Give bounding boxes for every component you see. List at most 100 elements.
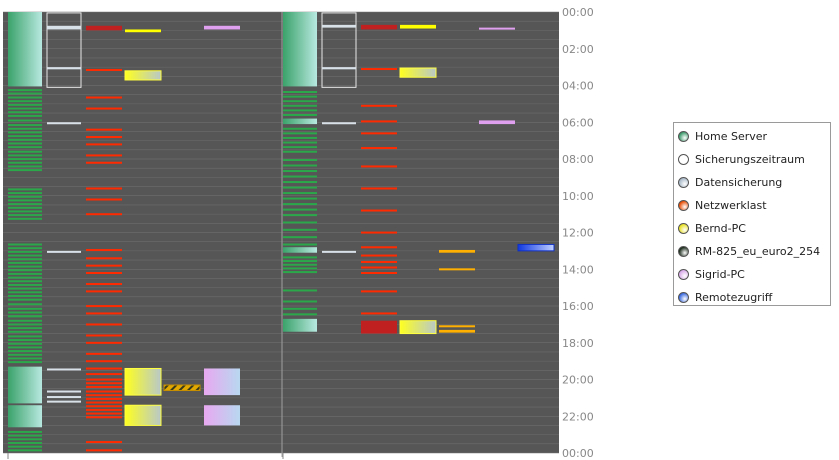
home-bar <box>283 263 317 266</box>
net-bar <box>86 154 122 157</box>
net-bar <box>86 416 122 419</box>
net-bar <box>361 254 397 257</box>
home-bar <box>8 283 42 286</box>
net-bar <box>86 272 122 275</box>
net-bar <box>86 25 122 31</box>
net-bar <box>361 320 397 334</box>
home-bar <box>8 254 42 257</box>
home-bar <box>8 405 42 428</box>
home-bar <box>8 319 42 322</box>
backup-bar <box>47 390 81 393</box>
sigrid-bar <box>204 405 240 426</box>
net-bar <box>86 161 122 164</box>
legend-item: RM-825_eu_euro2_254 <box>678 240 830 263</box>
net-bar <box>361 290 397 293</box>
home-bar <box>8 272 42 275</box>
home-bar <box>283 271 317 274</box>
net-bar <box>86 257 122 260</box>
rm-bar <box>439 249 475 253</box>
net-bar <box>86 128 122 131</box>
net-bar <box>361 260 397 263</box>
home-bar <box>283 236 317 239</box>
home-bar <box>8 192 42 195</box>
home-bar <box>283 95 317 98</box>
home-bar <box>283 141 317 144</box>
legend-label: Remotezugriff <box>695 291 773 304</box>
home-bar <box>283 113 317 116</box>
bernd-bar <box>400 24 436 29</box>
net-bar <box>86 283 122 286</box>
home-bar <box>8 111 42 114</box>
y-tick-label: 02:00 <box>562 43 594 56</box>
home-bar <box>283 203 317 206</box>
y-tick-label: 20:00 <box>562 374 594 387</box>
legend-item: Datensicherung <box>678 171 830 194</box>
home-bar <box>283 307 317 310</box>
home-bar <box>8 445 42 448</box>
home-bar <box>283 256 317 259</box>
home-bar <box>283 127 317 130</box>
home-bar <box>8 335 42 338</box>
home-bar <box>8 339 42 342</box>
y-tick-label: 16:00 <box>562 300 594 313</box>
home-bar <box>8 247 42 250</box>
home-bar <box>8 169 42 172</box>
legend-swatch-icon <box>678 246 689 257</box>
sigrid-bar <box>204 368 240 396</box>
backup-bar <box>47 250 81 253</box>
home-bar <box>8 96 42 99</box>
legend-item: Remotezugriff <box>678 286 830 309</box>
y-tick-label: 06:00 <box>562 116 594 129</box>
home-bar <box>8 103 42 106</box>
home-bar <box>283 136 317 139</box>
home-bar <box>8 287 42 290</box>
home-bar <box>8 303 42 306</box>
net-bar <box>361 187 397 190</box>
net-bar <box>361 231 397 234</box>
net-bar <box>361 312 397 315</box>
net-bar <box>86 68 122 71</box>
y-tick-label: 00:00 <box>562 447 594 460</box>
net-bar <box>86 412 122 415</box>
net-bar <box>361 132 397 135</box>
home-bar <box>283 12 317 87</box>
home-bar <box>8 89 42 92</box>
legend-swatch-icon <box>678 223 689 234</box>
backup-bar <box>47 67 81 70</box>
net-bar <box>361 104 397 107</box>
home-bar <box>8 346 42 349</box>
sigrid-bar <box>479 27 515 30</box>
home-bar <box>8 330 42 333</box>
rm-bar <box>163 384 201 392</box>
net-bar <box>86 385 122 388</box>
home-bar <box>283 221 317 224</box>
home-bar <box>8 315 42 318</box>
home-bar <box>283 132 317 135</box>
home-bar <box>8 146 42 149</box>
home-bar <box>283 313 317 316</box>
backup-bar <box>47 400 81 403</box>
legend-label: Home Server <box>695 130 768 143</box>
home-bar <box>8 203 42 206</box>
home-bar <box>8 158 42 161</box>
net-bar <box>86 378 122 381</box>
home-bar <box>8 280 42 283</box>
rm-bar <box>439 325 475 328</box>
home-bar <box>8 434 42 437</box>
sigrid-bar <box>479 120 515 125</box>
bernd-bar <box>124 404 162 426</box>
y-tick-label: 10:00 <box>562 190 594 203</box>
home-bar <box>8 327 42 330</box>
home-bar <box>8 307 42 310</box>
home-bar <box>283 186 317 189</box>
home-bar <box>283 289 317 292</box>
home-bar <box>8 342 42 345</box>
home-bar <box>8 243 42 246</box>
net-bar <box>86 107 122 110</box>
home-bar <box>283 104 317 107</box>
home-bar <box>8 311 42 314</box>
home-bar <box>8 12 42 87</box>
legend-label: Netzwerklast <box>695 199 767 212</box>
home-bar <box>8 114 42 117</box>
